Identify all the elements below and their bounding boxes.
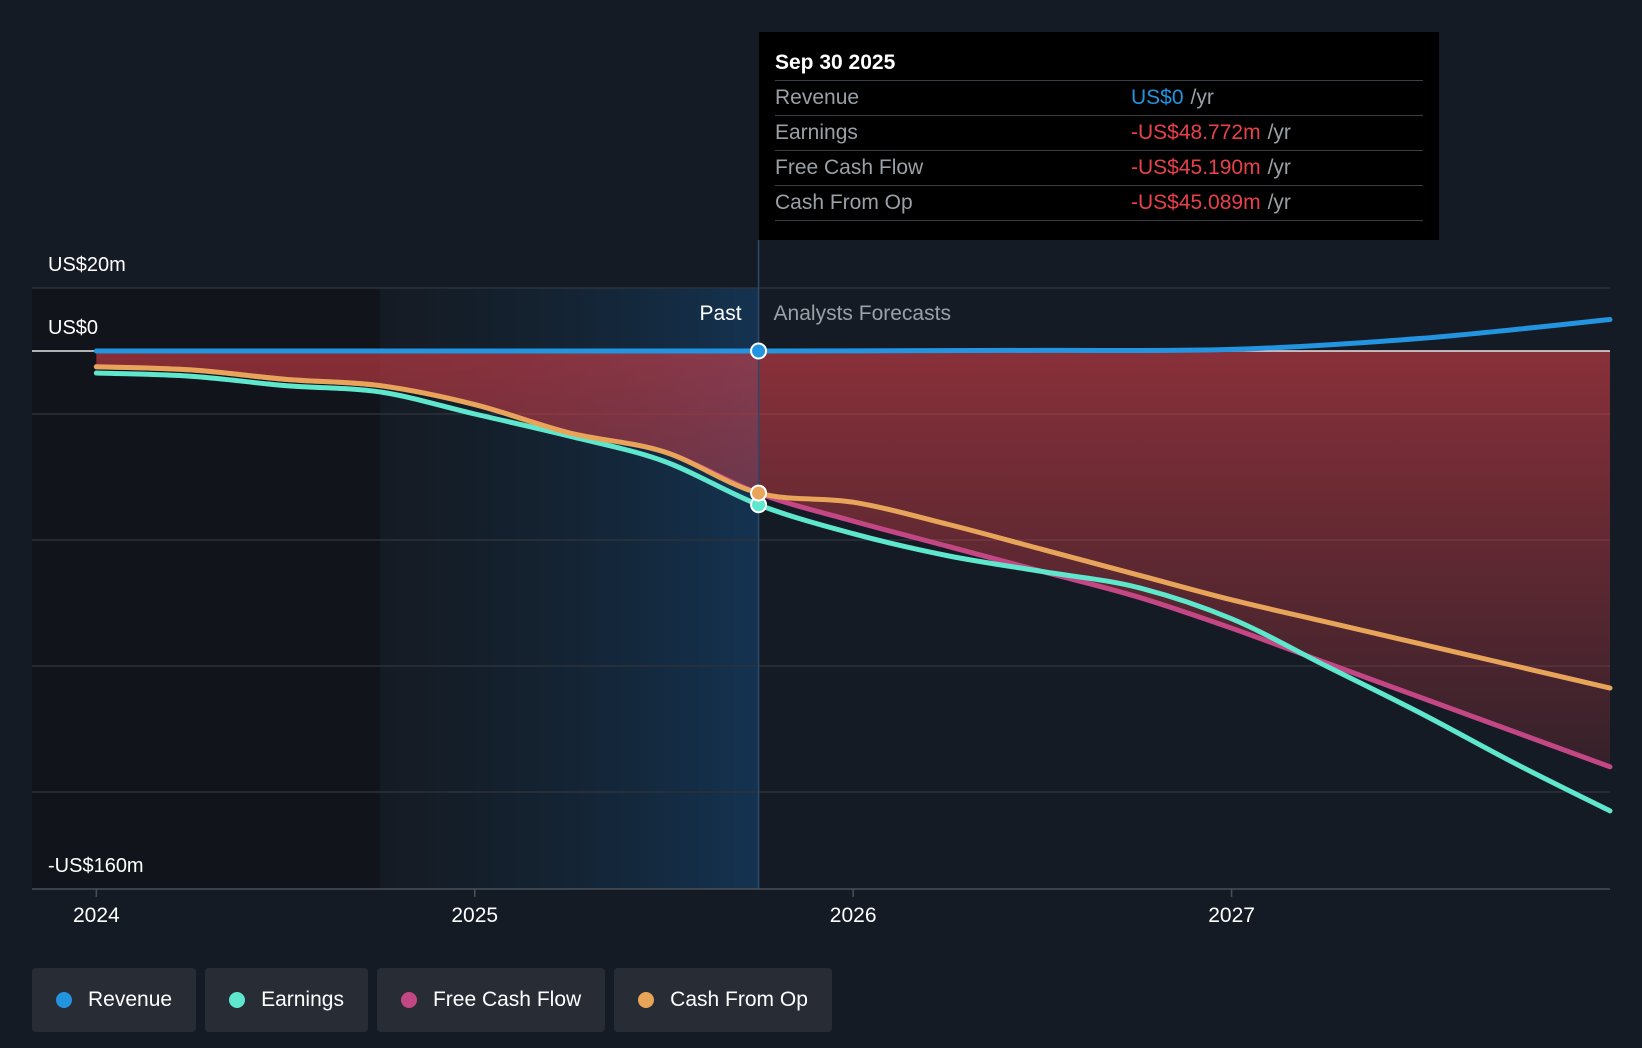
legend-label: Free Cash Flow — [432, 988, 582, 1011]
tooltip-label: Cash From Op — [775, 191, 913, 214]
tooltip-label: Revenue — [775, 86, 860, 109]
marker-cash-from-op — [750, 484, 768, 502]
series-line-earnings — [93, 370, 1613, 814]
legend: Revenue Earnings Free Cash Flow Cash Fro… — [32, 968, 832, 1032]
tooltip-value: -US$48.772m — [1131, 121, 1261, 144]
legend-dot-icon — [56, 992, 72, 1008]
tooltip-row-revenue: Revenue US$0 /yr — [775, 80, 1423, 115]
tooltip-unit: /yr — [1267, 156, 1291, 179]
series-line-cash-from-op — [93, 364, 1613, 691]
y-tick-label-zero: US$0 — [48, 317, 98, 339]
tooltip-label: Free Cash Flow — [775, 156, 924, 179]
x-tick-label: 2026 — [830, 904, 877, 927]
tooltip-row-free-cash-flow: Free Cash Flow -US$45.190m /yr — [775, 150, 1423, 185]
series-line-revenue — [93, 317, 1613, 354]
legend-item-earnings[interactable]: Earnings — [205, 968, 368, 1032]
tooltip-value: -US$45.089m — [1131, 191, 1261, 214]
chart: 2024 2025 2026 2027 US$20m US$0 -US$160m Pa… — [32, 240, 1613, 927]
legend-label: Cash From Op — [670, 988, 808, 1011]
tooltip-date: Sep 30 2025 — [775, 51, 896, 74]
x-tick-label: 2024 — [73, 904, 120, 927]
legend-item-free-cash-flow[interactable]: Free Cash Flow — [376, 968, 606, 1032]
tooltip-row-earnings: Earnings -US$48.772m /yr — [775, 115, 1423, 150]
y-tick-label-top: US$20m — [48, 254, 126, 276]
tooltip-unit: /yr — [1190, 86, 1214, 109]
tooltip-value: -US$45.190m — [1131, 156, 1261, 179]
legend-dot-icon — [638, 992, 655, 1008]
y-tick-label-bottom: -US$160m — [48, 855, 144, 877]
legend-dot-icon — [229, 992, 246, 1008]
tooltip-value: US$0 — [1131, 86, 1184, 109]
tooltip-label: Earnings — [775, 121, 858, 144]
tooltip-row-cash-from-op: Cash From Op -US$45.089m /yr — [775, 185, 1423, 221]
loss-area — [96, 351, 1610, 767]
tooltip-unit: /yr — [1267, 121, 1291, 144]
legend-item-revenue[interactable]: Revenue — [32, 968, 197, 1032]
marker-revenue — [750, 342, 768, 360]
past-label: Past — [700, 302, 742, 325]
x-tick-label: 2025 — [451, 904, 498, 927]
tooltip: Sep 30 2025 Revenue US$0 /yr Earnings -U… — [759, 32, 1439, 240]
legend-label: Revenue — [88, 988, 173, 1011]
x-tick-label: 2027 — [1208, 904, 1255, 927]
tooltip-unit: /yr — [1267, 191, 1291, 214]
forecast-label: Analysts Forecasts — [774, 302, 951, 325]
legend-dot-icon — [400, 992, 417, 1008]
legend-label: Earnings — [261, 988, 344, 1011]
legend-item-cash-from-op[interactable]: Cash From Op — [614, 968, 832, 1032]
